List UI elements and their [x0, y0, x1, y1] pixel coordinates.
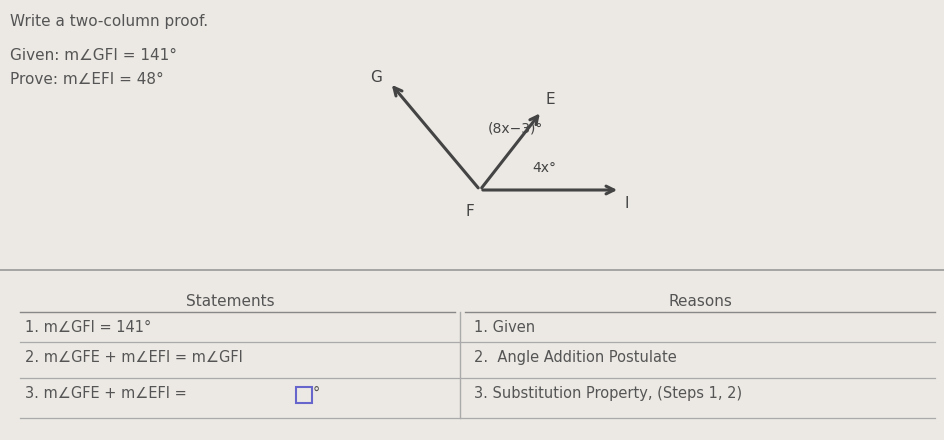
Text: Write a two-column proof.: Write a two-column proof. [10, 14, 208, 29]
Text: Given: m∠GFI = 141°: Given: m∠GFI = 141° [10, 48, 177, 63]
Text: 2.  Angle Addition Postulate: 2. Angle Addition Postulate [474, 350, 676, 365]
Text: 3. m∠GFE + m∠EFI =: 3. m∠GFE + m∠EFI = [25, 386, 187, 401]
Text: I: I [623, 196, 628, 211]
Text: 1. m∠GFI = 141°: 1. m∠GFI = 141° [25, 320, 151, 335]
Text: °: ° [312, 386, 320, 401]
Text: Reasons: Reasons [667, 294, 732, 309]
FancyBboxPatch shape [295, 387, 312, 403]
Text: Prove: m∠EFI = 48°: Prove: m∠EFI = 48° [10, 72, 163, 87]
Text: 3. Substitution Property, (Steps 1, 2): 3. Substitution Property, (Steps 1, 2) [474, 386, 741, 401]
Text: G: G [370, 70, 381, 85]
Text: (8x−3)°: (8x−3)° [487, 121, 543, 135]
Text: 2. m∠GFE + m∠EFI = m∠GFI: 2. m∠GFE + m∠EFI = m∠GFI [25, 350, 243, 365]
Text: Statements: Statements [185, 294, 274, 309]
Text: 1. Given: 1. Given [474, 320, 534, 335]
Text: E: E [545, 92, 555, 107]
Text: 4x°: 4x° [531, 161, 555, 175]
Text: F: F [464, 204, 474, 219]
